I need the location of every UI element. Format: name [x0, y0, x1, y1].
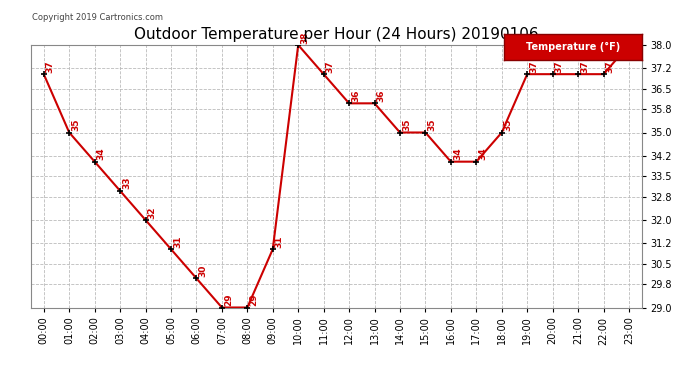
Title: Outdoor Temperature per Hour (24 Hours) 20190106: Outdoor Temperature per Hour (24 Hours) …	[134, 27, 539, 42]
Text: Temperature (°F): Temperature (°F)	[526, 42, 620, 52]
Text: 31: 31	[173, 235, 182, 248]
Text: 37: 37	[606, 60, 615, 73]
Text: 38: 38	[631, 31, 640, 44]
Text: 37: 37	[555, 60, 564, 73]
Text: 32: 32	[148, 206, 157, 219]
Text: 29: 29	[249, 293, 258, 306]
Text: 34: 34	[97, 148, 106, 160]
Text: 36: 36	[351, 89, 360, 102]
Text: 37: 37	[46, 60, 55, 73]
Text: 37: 37	[529, 60, 538, 73]
Text: 37: 37	[326, 60, 335, 73]
Text: 35: 35	[71, 118, 80, 131]
Text: 38: 38	[300, 31, 309, 44]
Text: 35: 35	[402, 118, 411, 131]
Text: 33: 33	[122, 177, 131, 189]
Text: 36: 36	[377, 89, 386, 102]
Text: 34: 34	[478, 148, 487, 160]
Text: 29: 29	[224, 293, 233, 306]
Text: 35: 35	[428, 118, 437, 131]
Text: 31: 31	[275, 235, 284, 248]
Text: 37: 37	[580, 60, 589, 73]
Text: 30: 30	[199, 264, 208, 277]
Text: 35: 35	[504, 118, 513, 131]
Text: 34: 34	[453, 148, 462, 160]
Text: Copyright 2019 Cartronics.com: Copyright 2019 Cartronics.com	[32, 13, 164, 22]
